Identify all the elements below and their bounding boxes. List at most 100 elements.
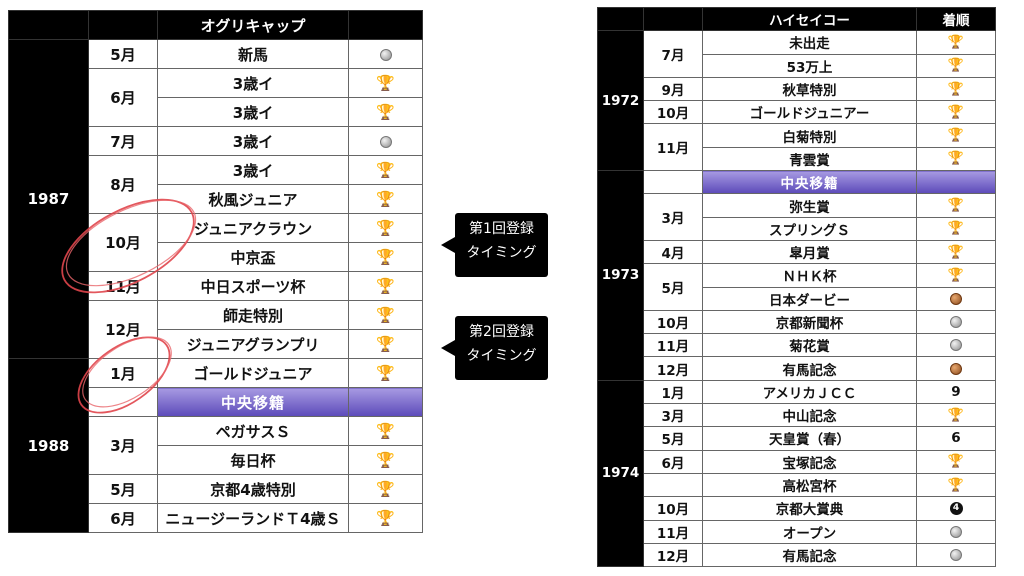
- header-blank-result: [348, 10, 423, 40]
- result-cell: 🏆: [348, 445, 423, 475]
- race-name-cell: 有馬記念: [702, 356, 917, 381]
- race-name-cell: 有馬記念: [702, 542, 917, 568]
- month-cell: [88, 387, 158, 417]
- trophy-icon: 🏆: [947, 221, 965, 237]
- month-cell: 7月: [88, 126, 158, 156]
- race-name-cell: 中山記念: [702, 403, 917, 428]
- trophy-icon: 🏆: [947, 34, 965, 50]
- race-name-cell: 日本ダービー: [702, 286, 917, 311]
- race-name-cell: ニュージーランドＴ4歳Ｓ: [157, 503, 349, 533]
- month-cell: 7月: [643, 30, 703, 78]
- trophy-icon: 🏆: [947, 244, 965, 260]
- result-cell: 🏆: [348, 68, 423, 98]
- year-cell: 1972: [597, 30, 644, 172]
- race-row: スプリングＳ 🏆: [598, 216, 996, 241]
- trophy-icon: 🏆: [947, 198, 965, 214]
- race-name-cell: 天皇賞（春）: [702, 426, 917, 451]
- result-cell: [348, 126, 423, 156]
- ogri-cap-race-table: オグリキャップ 1987 5月 新馬 6月 3歳イ 🏆 3歳イ 🏆 7月 3歳イ 8月 3歳イ 🏆 秋風ジ…: [8, 10, 423, 533]
- trophy-icon: 🏆: [376, 248, 395, 266]
- race-name-cell: ジュニアグランプリ: [157, 329, 349, 359]
- result-cell: 🏆: [348, 155, 423, 185]
- race-name-cell: ゴールドジュニアー: [702, 100, 917, 125]
- race-row: 10月 京都新聞杯: [598, 309, 996, 335]
- race-row: 青雲賞 🏆: [598, 146, 996, 172]
- result-cell: 🏆: [348, 416, 423, 446]
- trophy-icon: 🏆: [947, 477, 965, 493]
- race-row: 6月 ニュージーランドＴ4歳Ｓ 🏆: [9, 503, 423, 533]
- result-rank: 9: [951, 383, 961, 400]
- race-name-cell: 中日スポーツ杯: [157, 271, 349, 301]
- result-header: 着順: [916, 6, 996, 32]
- result-cell: 🏆: [916, 193, 996, 218]
- race-row: 9月 秋草特別 🏆: [598, 76, 996, 102]
- race-row: ジュニアグランプリ 🏆: [9, 329, 423, 359]
- race-name-cell: 師走特別: [157, 300, 349, 330]
- race-row: 6月 宝塚記念 🏆: [598, 449, 996, 474]
- race-row: 3歳イ 🏆: [9, 97, 423, 127]
- month-cell: [643, 472, 703, 498]
- band-result-cell: [348, 387, 423, 417]
- result-cell: [916, 333, 996, 358]
- race-name-cell: 青雲賞: [702, 146, 917, 172]
- result-cell: [916, 286, 996, 311]
- month-cell: 1月: [88, 358, 158, 388]
- result-cell: 🏆: [348, 503, 423, 533]
- result-cell: 🏆: [916, 53, 996, 78]
- month-cell: 6月: [88, 68, 158, 127]
- year-cell: 1973: [597, 170, 644, 381]
- result-cell: 🏆: [916, 472, 996, 498]
- header-blank-year: [8, 10, 89, 40]
- trophy-icon: 🏆: [376, 306, 395, 324]
- race-name-cell: 毎日杯: [157, 445, 349, 475]
- result-cell: 🏆: [348, 184, 423, 214]
- trophy-icon: 🏆: [376, 219, 395, 237]
- silver-medal-icon: [950, 525, 962, 538]
- race-name-cell: 3歳イ: [157, 155, 349, 185]
- month-cell: 5月: [643, 426, 703, 451]
- race-name-cell: 3歳イ: [157, 126, 349, 156]
- silver-medal-icon: [950, 339, 962, 352]
- month-cell: 10月: [643, 100, 703, 125]
- race-row: 高松宮杯 🏆: [598, 472, 996, 498]
- race-name-cell: 高松宮杯: [702, 472, 917, 498]
- month-cell: 3月: [88, 416, 158, 475]
- month-cell: 8月: [88, 155, 158, 214]
- month-cell: 9月: [643, 76, 703, 102]
- header-row: ハイセイコー 着順: [597, 6, 996, 32]
- month-cell: 6月: [643, 449, 703, 474]
- race-row: 11月 菊花賞: [598, 333, 996, 358]
- month-cell: 4月: [643, 239, 703, 265]
- month-cell: 12月: [643, 542, 703, 568]
- year-cell: 1988: [8, 358, 89, 533]
- month-cell: 3月: [643, 403, 703, 428]
- month-cell: 12月: [643, 356, 703, 381]
- header-blank-month: [643, 6, 703, 32]
- race-name-cell: ゴールドジュニア: [157, 358, 349, 388]
- race-name-cell: 新馬: [157, 39, 349, 69]
- race-row: 10月 ゴールドジュニアー 🏆: [598, 100, 996, 125]
- race-name-cell: ジュニアクラウン: [157, 213, 349, 243]
- month-cell: 5月: [88, 474, 158, 504]
- bronze-medal-icon: [950, 292, 962, 305]
- race-name-cell: スプリングＳ: [702, 216, 917, 241]
- month-cell: 10月: [88, 213, 158, 272]
- race-name-cell: 京都新聞杯: [702, 309, 917, 335]
- trophy-icon: 🏆: [376, 422, 395, 440]
- trophy-icon: 🏆: [376, 190, 395, 208]
- race-row: 毎日杯 🏆: [9, 445, 423, 475]
- month-cell: 3月: [643, 193, 703, 241]
- result-cell: 🏆: [916, 216, 996, 241]
- race-name-cell: 皐月賞: [702, 239, 917, 265]
- silver-medal-icon: [379, 48, 392, 61]
- result-cell: [916, 309, 996, 335]
- race-name-cell: 未出走: [702, 30, 917, 55]
- race-name-cell: 京都4歳特別: [157, 474, 349, 504]
- month-cell: 12月: [88, 300, 158, 359]
- trophy-icon: 🏆: [376, 509, 395, 527]
- silver-medal-icon: [379, 135, 392, 148]
- race-row: 3月 中山記念 🏆: [598, 403, 996, 428]
- race-row: 1988 1月 ゴールドジュニア 🏆: [8, 358, 423, 533]
- trophy-icon: 🏆: [947, 104, 965, 120]
- race-name-cell: 53万上: [702, 53, 917, 78]
